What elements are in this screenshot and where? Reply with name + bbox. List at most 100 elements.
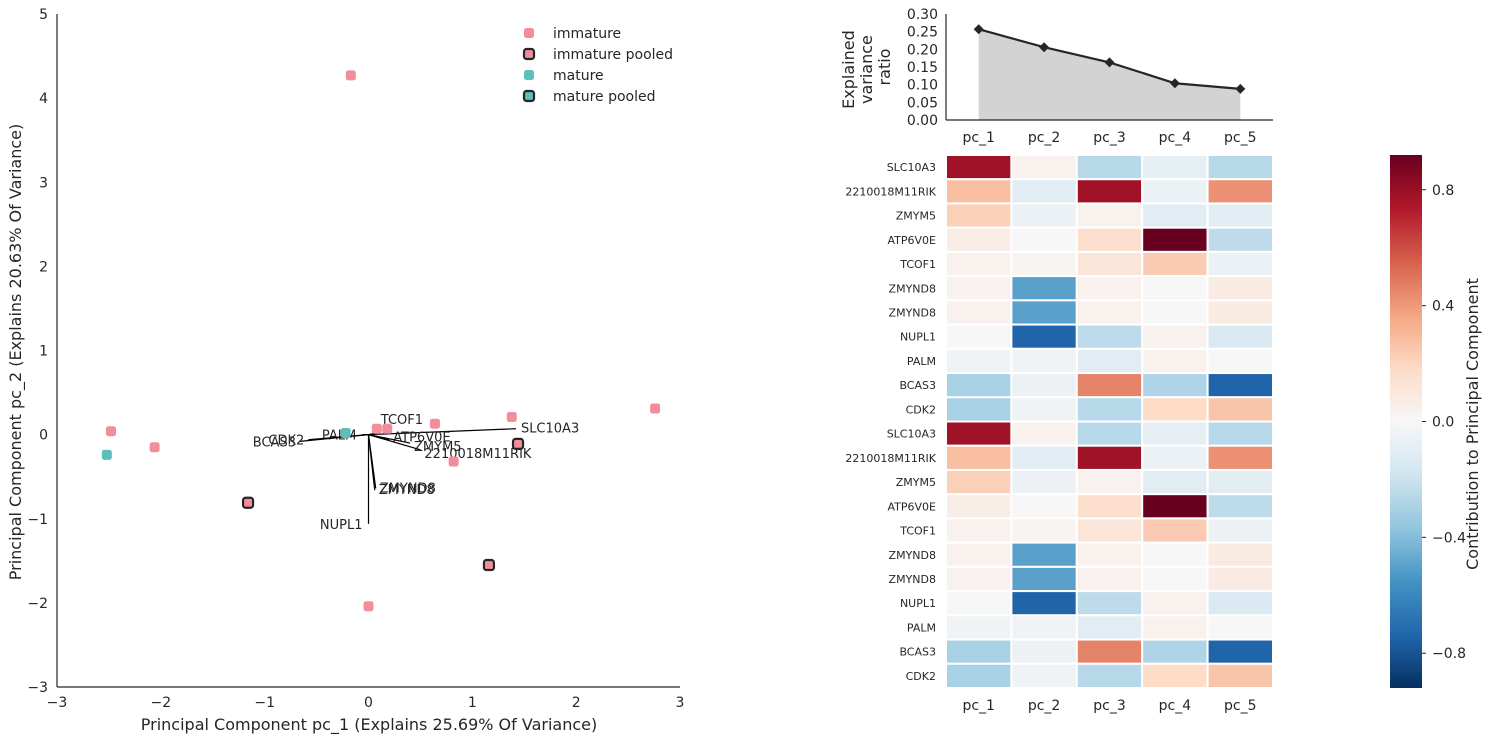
- heatmap-cell: [1141, 202, 1209, 229]
- loading-vector: [368, 428, 516, 436]
- biplot-y-ticks: −3 −2 −1 0 1 2 3 4 5: [27, 7, 48, 696]
- heatmap-row-label: NUPL1: [900, 331, 936, 344]
- heatmap-cell: [1141, 154, 1209, 181]
- biplot-y-tick-label: 1: [39, 344, 48, 360]
- heatmap-row-labels: SLC10A3 2210018M11RIK ZMYM5 ATP6V0E TCOF1 ZMY…: [845, 161, 936, 683]
- heatmap-row-label: TCOF1: [899, 258, 936, 271]
- legend-label: immature pooled: [553, 47, 673, 63]
- heatmap-cell: [1141, 226, 1209, 253]
- heatmap-cell: [1141, 590, 1209, 617]
- heatmap-cell: [945, 299, 1013, 326]
- sample-point: [340, 427, 351, 438]
- variance-x-tick-label: pc_3: [1093, 130, 1126, 146]
- heatmap-cell: [1206, 347, 1274, 375]
- variance-x-tick-label: pc_4: [1159, 130, 1192, 146]
- heatmap-row-label: CDK2: [906, 670, 936, 683]
- heatmap-cell: [945, 275, 1013, 302]
- biplot-x-tick-label: 1: [468, 695, 477, 711]
- heatmap-cell: [1141, 662, 1209, 689]
- variance-y-tick-label: 0.10: [907, 78, 938, 94]
- heatmap-row-label: ZMYND8: [889, 282, 936, 295]
- colorbar-tick-label: 0.0: [1432, 415, 1454, 431]
- heatmap-cell: [1206, 396, 1274, 423]
- biplot-y-tick-label: −1: [27, 512, 48, 528]
- biplot-y-tick-label: −3: [27, 680, 48, 696]
- sample-points: [101, 70, 661, 612]
- heatmap-cell: [945, 202, 1013, 229]
- heatmap-cell: [945, 347, 1013, 375]
- biplot-legend: immature immature pooled mature mature pool…: [522, 26, 673, 105]
- heatmap-row-label: BCAS3: [899, 379, 936, 392]
- heatmap-row-label: 2210018M11RIK: [845, 452, 936, 465]
- heatmap-cell: [1010, 178, 1078, 205]
- heatmap-cell: [1206, 226, 1274, 253]
- heatmap-cell: [945, 250, 1013, 278]
- heatmap-row-label: ZMYND8: [889, 573, 936, 586]
- heatmap-cell: [1010, 347, 1078, 375]
- heatmap-cell: [1141, 250, 1209, 278]
- pooled-sample-point: [511, 437, 525, 450]
- heatmap-cell: [1075, 226, 1144, 253]
- heatmap-cell: [1141, 517, 1209, 544]
- heatmap-cell: [1075, 178, 1144, 205]
- heatmap-cell: [1010, 590, 1078, 617]
- heatmap-cell: [1075, 565, 1144, 593]
- sample-point: [506, 411, 517, 422]
- colorbar-tick-label: 0.4: [1432, 299, 1454, 315]
- heatmap-cell: [1010, 517, 1078, 544]
- heatmap-cell: [1206, 178, 1274, 205]
- heatmap-cell: [1075, 396, 1144, 423]
- biplot-x-tick-label: 0: [364, 695, 373, 711]
- heatmap-cell: [1075, 420, 1144, 447]
- heatmap-cell: [1141, 420, 1209, 447]
- heatmap-cell: [1010, 493, 1078, 520]
- sample-point: [448, 456, 459, 467]
- heatmap-cell: [945, 590, 1013, 617]
- heatmap-cell: [1075, 493, 1144, 520]
- variance-y-axis-label: Explained variance ratio: [839, 25, 894, 109]
- heatmap-cell: [1206, 565, 1274, 593]
- legend-marker: [522, 47, 536, 61]
- loading-label: SLC10A3: [521, 422, 579, 437]
- heatmap-row-label: CDK2: [906, 403, 936, 416]
- sample-point: [371, 423, 382, 434]
- heatmap-cell: [1141, 468, 1209, 496]
- heatmap-row-label: ZMYM5: [896, 476, 936, 489]
- heatmap-cell: [1010, 226, 1078, 253]
- heatmap-cell: [945, 662, 1013, 689]
- heatmap-cell: [1010, 565, 1078, 593]
- pooled-sample-point: [482, 558, 496, 572]
- variance-x-ticks: pc_1 pc_2 pc_3 pc_4 pc_5: [962, 130, 1256, 146]
- loading-vector: [367, 434, 376, 491]
- loading-label: ZMYND8: [379, 483, 435, 498]
- biplot-x-tick-label: −3: [47, 695, 68, 711]
- variance-y-tick-label: 0.30: [907, 7, 938, 23]
- heatmap-cell: [1206, 468, 1274, 496]
- biplot-x-tick-label: 2: [572, 695, 581, 711]
- heatmap-cell: [1010, 662, 1078, 689]
- variance-point: [1169, 78, 1180, 89]
- heatmap-cell: [1010, 638, 1078, 665]
- loading-label: ZMYND8: [380, 481, 436, 496]
- variance-point: [1039, 42, 1050, 53]
- colorbar-tick-label: 0.8: [1432, 183, 1454, 199]
- variance-point: [1235, 83, 1246, 94]
- heatmap-row-label: SLC10A3: [887, 428, 936, 441]
- heatmap-cell: [945, 468, 1013, 496]
- colorbar-tick-label: −0.4: [1432, 530, 1466, 546]
- heatmap-cell: [1010, 614, 1078, 641]
- heatmap-column-labels: pc_1 pc_2 pc_3 pc_4 pc_5: [962, 698, 1256, 714]
- biplot-y-tick-label: 3: [39, 175, 48, 191]
- heatmap-cell: [1010, 541, 1078, 568]
- biplot-x-tick-label: −1: [254, 695, 275, 711]
- heatmap-cell: [1010, 323, 1078, 350]
- heatmap-cell: [1075, 517, 1144, 544]
- sample-point: [345, 70, 356, 81]
- heatmap-cell: [1010, 154, 1078, 181]
- variance-point: [973, 24, 984, 35]
- heatmap-cell: [1141, 493, 1209, 520]
- heatmap-row-label: PALM: [907, 621, 936, 634]
- heatmap-cell: [1206, 299, 1274, 326]
- biplot-y-tick-label: −2: [27, 596, 48, 612]
